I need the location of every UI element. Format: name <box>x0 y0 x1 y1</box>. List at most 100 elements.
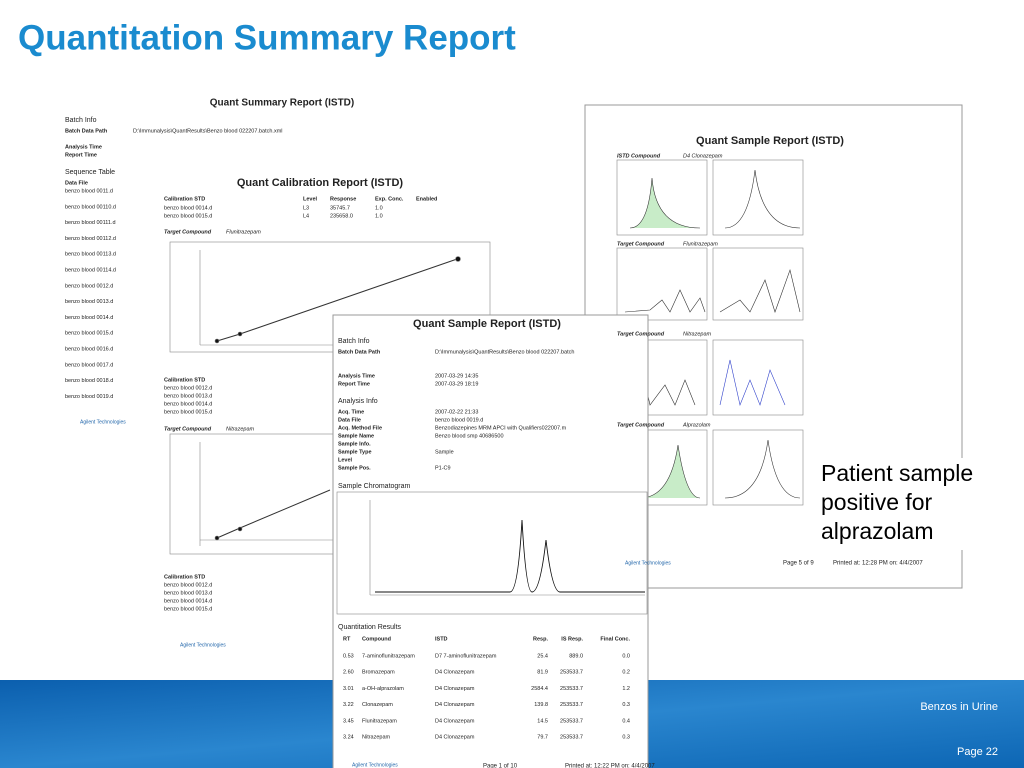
file-name: benzo blood 00110.d <box>65 204 116 210</box>
column-header: Calibration STD <box>164 377 205 383</box>
calibration-plot <box>169 241 491 555</box>
field-value: Benzo blood smp 40686500 <box>435 433 504 439</box>
slide-title: Quantitation Summary Report <box>18 18 516 57</box>
file-name: benzo blood 0013.d <box>164 393 212 399</box>
table-cell: a-OH-alprazolam <box>362 686 404 692</box>
field-label: Sample Info. <box>338 441 371 447</box>
table-cell: 889.0 <box>569 653 583 659</box>
field-label: Target Compound <box>617 241 665 247</box>
table-cell: 0.3 <box>622 734 630 740</box>
field-label: Acq. Method File <box>338 425 382 431</box>
column-header: Compound <box>362 636 391 642</box>
table-cell: 14.5 <box>537 718 548 724</box>
field-label: Analysis Time <box>65 144 102 150</box>
table-cell: 2584.4 <box>531 686 548 692</box>
callout-box <box>812 458 994 550</box>
callout-text: positive for <box>821 489 933 515</box>
table-cell: 253533.7 <box>560 718 583 724</box>
report-title: Quant Sample Report (ISTD) <box>413 318 561 330</box>
table-cell: 25.4 <box>537 653 548 659</box>
table-cell: D4 Clonazepam <box>435 702 475 708</box>
table-cell: 3.22 <box>343 702 354 708</box>
footer-page: Page 22 <box>957 746 998 758</box>
table-cell: 235658.0 <box>330 213 353 219</box>
file-name: benzo blood 0012.d <box>164 582 212 588</box>
table-cell: 139.8 <box>534 702 548 708</box>
field-value: 2007-03-29 14:35 <box>435 373 478 379</box>
table-cell: 3.45 <box>343 718 354 724</box>
section-heading: Sequence Table <box>65 169 115 176</box>
callout-text: Patient sample <box>821 460 973 486</box>
table-cell: 0.2 <box>622 670 630 676</box>
table-cell: 3.01 <box>343 686 354 692</box>
footer-brand: Agilent Technologies <box>80 419 126 425</box>
field-label: ISTD Compound <box>617 153 661 159</box>
table-cell: Flunitrazepam <box>362 718 397 724</box>
field-label: Sample Pos. <box>338 465 371 471</box>
footer-brand: Agilent Technologies <box>625 560 671 566</box>
field-value: 2007-03-29 18:19 <box>435 381 478 387</box>
printed-at: Printed at: 12:28 PM on: 4/4/2007 <box>833 561 923 567</box>
report-title: Quant Sample Report (ISTD) <box>696 135 844 147</box>
section-heading: Quantitation Results <box>338 624 402 631</box>
field-label: Level <box>338 457 353 463</box>
table-cell: benzo blood 0015.d <box>164 213 212 219</box>
table-cell: 1.0 <box>375 213 383 219</box>
table-cell: Clonazepam <box>362 702 393 708</box>
table-cell: D7 7-aminoflunitrazepam <box>435 653 497 659</box>
field-value: P1-C9 <box>435 465 451 471</box>
table-cell: Nitrazepam <box>362 734 391 740</box>
field-label: Target Compound <box>617 331 665 337</box>
table-cell: 253533.7 <box>560 670 583 676</box>
column-header: Calibration STD <box>164 574 205 580</box>
field-value: Sample <box>435 449 454 455</box>
section-heading: Analysis Info <box>338 398 378 405</box>
file-name: benzo blood 0014.d <box>65 315 113 321</box>
file-name: benzo blood 00111.d <box>65 220 116 226</box>
table-cell: 253533.7 <box>560 734 583 740</box>
file-name: benzo blood 0013.d <box>164 590 212 596</box>
field-value: Benzodiazepines MRM APCI with Qualifiers… <box>435 425 567 431</box>
table-cell: D4 Clonazepam <box>435 670 475 676</box>
printed-at: Printed at: 12:22 PM on: 4/4/2007 <box>565 764 655 768</box>
field-label: Target Compound <box>164 229 212 235</box>
field-value: D:\Immunalysis\QuantResults\Benzo blood … <box>435 349 574 355</box>
report-title: Quant Summary Report (ISTD) <box>210 98 354 109</box>
section-heading: Batch Info <box>338 338 370 345</box>
file-name: benzo blood 0017.d <box>65 362 113 368</box>
field-label: Report Time <box>338 381 370 387</box>
column-header: Level <box>303 196 318 202</box>
table-cell: benzo blood 0014.d <box>164 205 212 211</box>
table-cell: D4 Clonazepam <box>435 734 475 740</box>
callout-text: alprazolam <box>821 518 934 544</box>
compound: Flunitrazepam <box>226 229 261 235</box>
file-name: benzo blood 0015.d <box>65 331 113 337</box>
table-cell: Bromazepam <box>362 670 395 676</box>
field-label: Batch Data Path <box>338 349 381 355</box>
table-cell: 253533.7 <box>560 702 583 708</box>
field-value: 2007-02-22 21:33 <box>435 409 478 415</box>
file-name: benzo blood 0015.d <box>164 409 212 415</box>
table-cell: D4 Clonazepam <box>435 686 475 692</box>
page-number: Page 5 of 9 <box>783 561 814 567</box>
table-cell: 1.0 <box>375 205 383 211</box>
file-name: benzo blood 0012.d <box>65 283 113 289</box>
column-header: IS Resp. <box>561 636 583 642</box>
report-title: Quant Calibration Report (ISTD) <box>237 177 404 189</box>
field-label: Sample Type <box>338 449 372 455</box>
field-label: Analysis Time <box>338 373 375 379</box>
table-cell: 7-aminoflunitrazepam <box>362 653 415 659</box>
field-label: Target Compound <box>617 422 665 428</box>
field-label: Report Time <box>65 152 97 158</box>
column-header: Resp. <box>533 636 548 642</box>
compound: Nitrazepam <box>683 331 712 337</box>
table-cell: 0.4 <box>622 718 630 724</box>
file-name: benzo blood 0012.d <box>164 385 212 391</box>
table-cell: 2.60 <box>343 670 354 676</box>
table-cell: 0.3 <box>622 702 630 708</box>
footer-brand: Agilent Technologies <box>180 642 226 648</box>
section-heading: Batch Info <box>65 117 97 124</box>
table-cell: 0.53 <box>343 653 354 659</box>
